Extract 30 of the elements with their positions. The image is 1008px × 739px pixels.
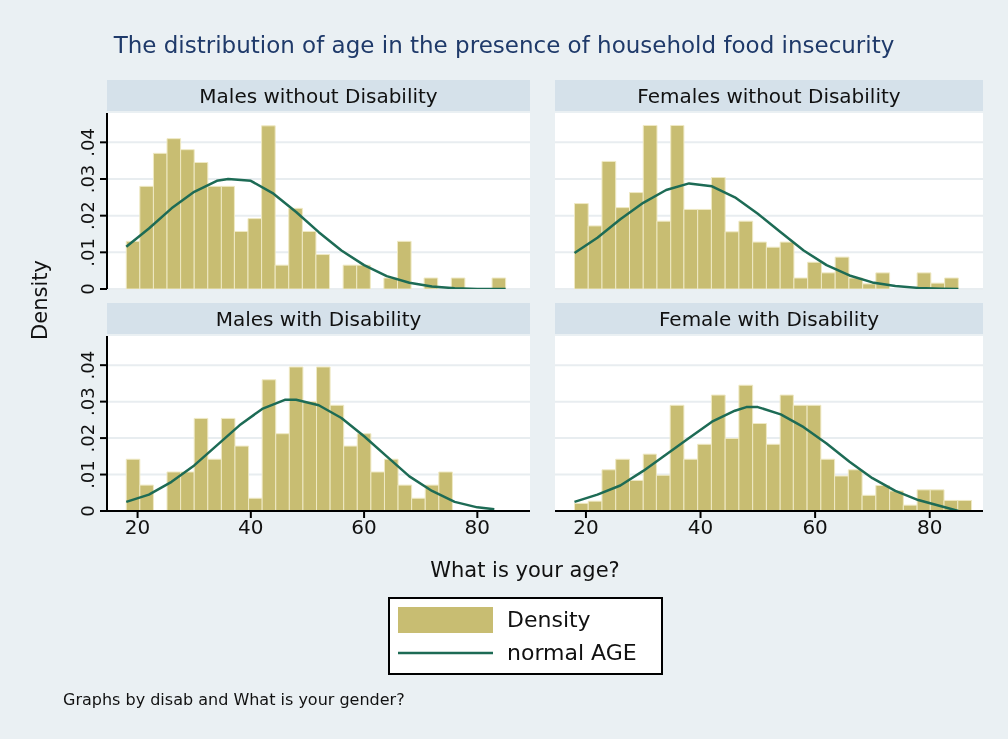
x-tick-label: 60: [351, 515, 377, 540]
line-series: [125, 177, 507, 289]
text: The distribution of age in the presence of household food insecurity: [112, 32, 896, 58]
x-axis-title: What is your age?: [429, 558, 621, 582]
x-tick-label: 60: [802, 515, 828, 540]
x-tick-label: 80: [916, 515, 943, 540]
y-tick-label: .03: [77, 164, 98, 194]
y-tick-label: .04: [77, 128, 98, 157]
legend-label: normal AGE: [507, 640, 637, 665]
y-axis-title: Density: [28, 260, 52, 340]
chart-title: Females without Disability: [555, 80, 983, 111]
line-series: [125, 398, 496, 511]
text: Graphs by disab and What is your gender?: [63, 690, 405, 709]
x-tick-label: 40: [238, 515, 264, 540]
y-tick-label: 0: [77, 505, 98, 517]
x-tick-label: 40: [687, 515, 714, 540]
chart-title: Female with Disability: [555, 303, 983, 334]
y-tick-label: .01: [77, 238, 98, 267]
legend-label: Density: [507, 607, 591, 632]
y-tick-label: 0: [77, 283, 98, 295]
chart-title: Males with Disability: [107, 303, 530, 334]
x-tick-label: 20: [124, 515, 151, 540]
x-tick-label: 80: [464, 515, 491, 540]
chart-title: Males without Disability: [107, 80, 530, 111]
y-tick-label: .02: [77, 201, 98, 230]
x-tick-label: 20: [573, 515, 599, 540]
y-tick-label: .02: [77, 423, 98, 453]
y-tick-label: .04: [77, 350, 98, 380]
y-tick-label: .01: [77, 460, 98, 489]
y-tick-label: .03: [77, 387, 98, 416]
